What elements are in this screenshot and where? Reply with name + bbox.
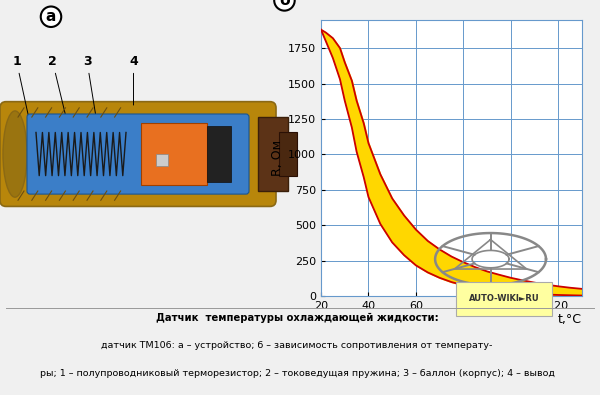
Text: Датчик  температуры охлаждающей жидкости:: Датчик температуры охлаждающей жидкости: (155, 312, 439, 323)
Text: 2: 2 (48, 55, 65, 115)
Text: ры; 1 – полупроводниковый терморезистор; 2 – токоведущая пружина; 3 – баллон (ко: ры; 1 – полупроводниковый терморезистор;… (40, 369, 554, 378)
Bar (156, 154, 168, 166)
Text: 1: 1 (12, 55, 29, 120)
FancyBboxPatch shape (27, 114, 249, 194)
Text: t,°C: t,°C (558, 313, 582, 326)
Ellipse shape (3, 111, 27, 197)
Text: 4: 4 (129, 55, 138, 105)
Text: 3: 3 (83, 55, 95, 114)
Text: AUTO-WIKI►RU: AUTO-WIKI►RU (469, 294, 539, 303)
Y-axis label: R, Ом: R, Ом (271, 140, 284, 176)
FancyBboxPatch shape (207, 126, 231, 182)
Text: датчик ТМ106: а – устройство; б – зависимость сопротивления от температу-: датчик ТМ106: а – устройство; б – зависи… (101, 341, 493, 350)
FancyBboxPatch shape (0, 102, 276, 207)
FancyBboxPatch shape (258, 117, 288, 191)
Text: а: а (46, 9, 56, 24)
Text: б: б (279, 0, 290, 8)
FancyBboxPatch shape (141, 123, 207, 185)
FancyBboxPatch shape (279, 132, 297, 176)
